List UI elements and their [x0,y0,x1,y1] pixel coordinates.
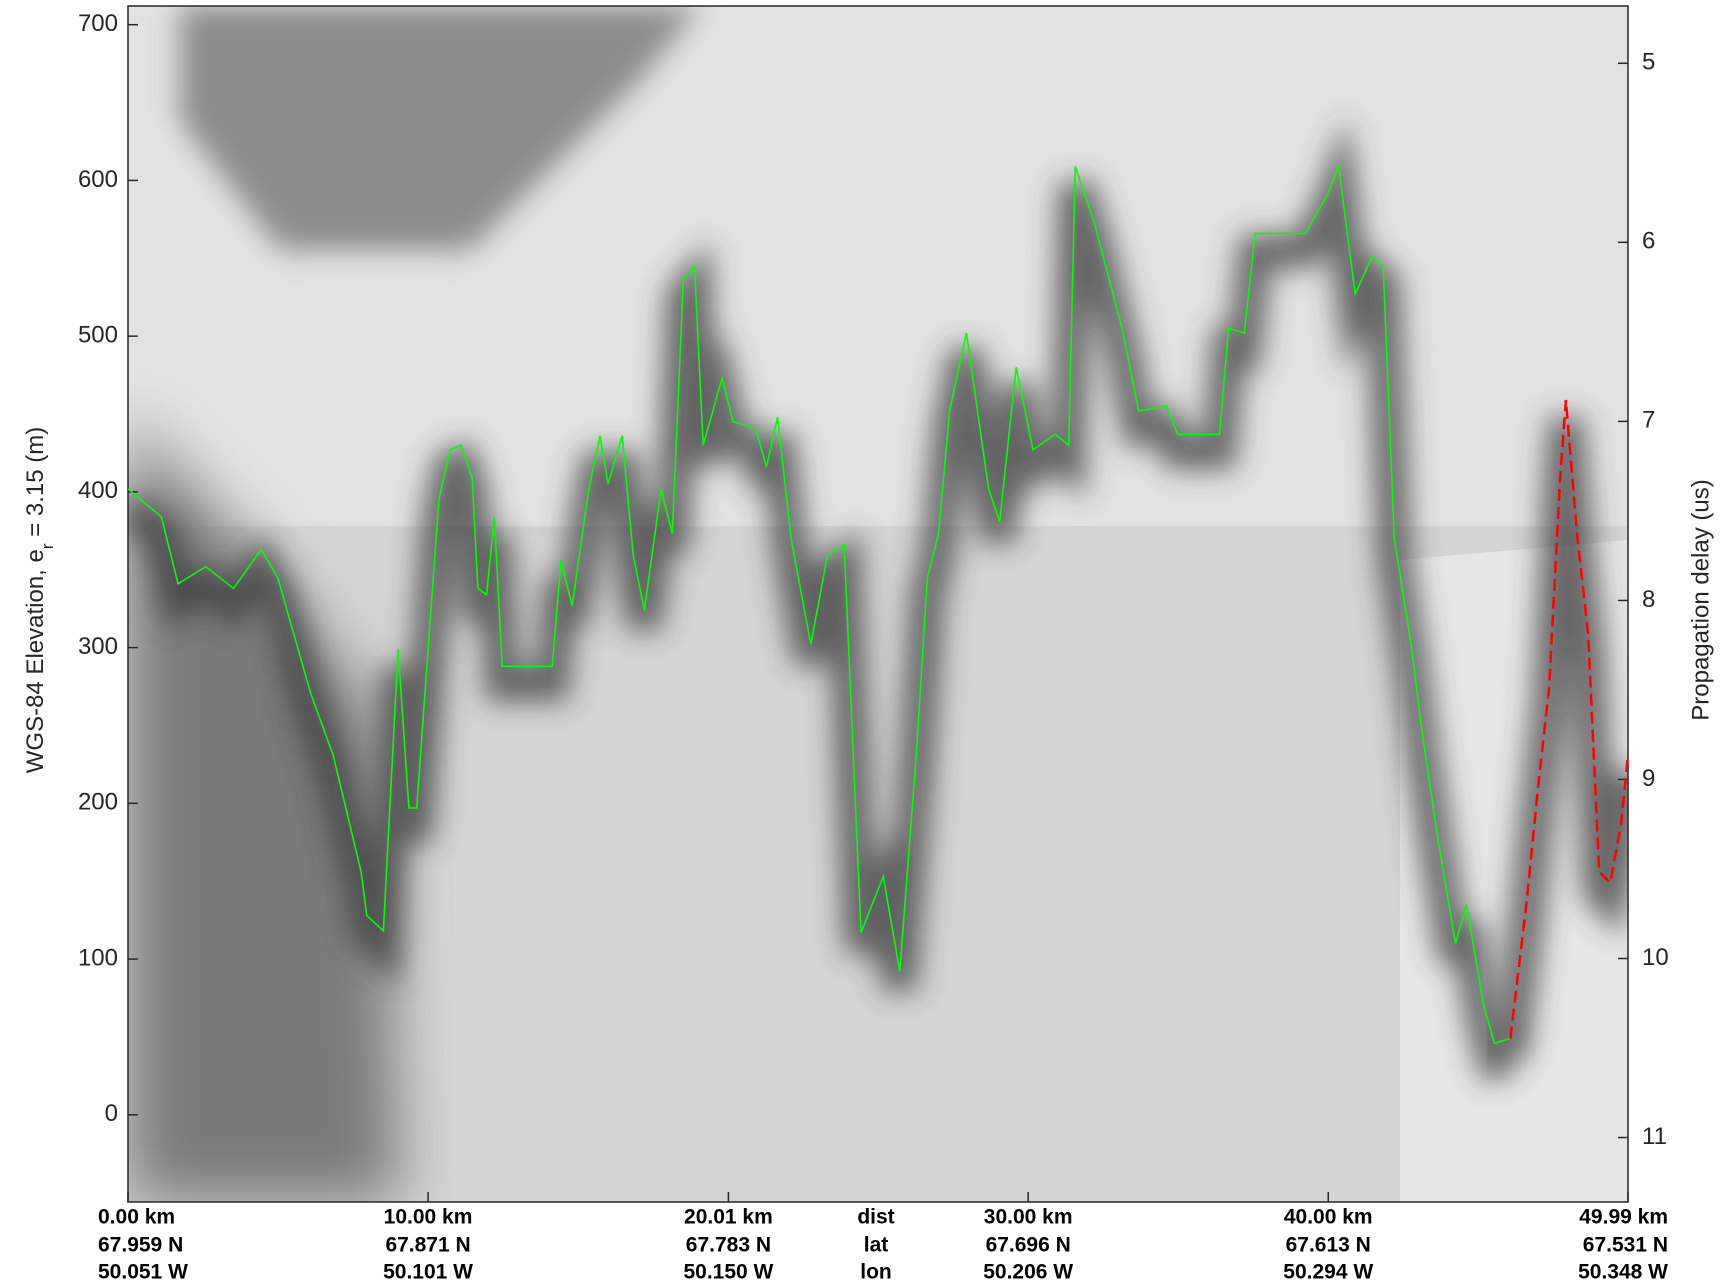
pick-line [1509,399,1630,1039]
row-label: lat [864,1234,889,1257]
y2-tick-label: 9 [1642,765,1655,792]
y-axis-label: WGS-84 Elevation, er = 3.15 (m) [22,427,57,774]
y2-axis-label: Propagation delay (us) [1687,479,1714,720]
y-tick-label: 0 [105,1100,118,1127]
plot-frame [127,5,1629,1203]
lon-label: 50.150 W [683,1261,773,1279]
lat-label: 67.531 N [1583,1234,1668,1257]
x-tick-label: 49.99 km [1579,1206,1668,1229]
y-tick-label: 100 [78,944,118,971]
y-tick-label: 700 [78,10,118,37]
pick-line [127,163,1511,1045]
x-tick-label: 10.00 km [384,1206,473,1229]
lon-label: 50.348 W [1578,1261,1668,1279]
lat-label: 67.959 N [98,1234,183,1257]
lat-label: 67.871 N [385,1234,470,1257]
y2-tick-label: 5 [1642,49,1655,76]
lon-label: 50.294 W [1283,1261,1373,1279]
lat-label: 67.613 N [1286,1234,1371,1257]
y-tick-label: 200 [78,789,118,816]
y-tick-label: 600 [78,166,118,193]
x-tick-label: 30.00 km [984,1206,1073,1229]
y-tick-label: 300 [78,633,118,660]
lat-label: 67.696 N [986,1234,1071,1257]
lon-label: 50.206 W [983,1261,1073,1279]
x-tick-label: 0.00 km [98,1206,175,1229]
y2-tick-label: 6 [1642,228,1655,255]
y2-tick-label: 11 [1642,1123,1667,1150]
y2-tick-label: 10 [1642,944,1669,971]
y2-tick-label: 7 [1642,407,1655,434]
y-tick-label: 400 [78,477,118,504]
x-tick-label: 40.00 km [1284,1206,1373,1229]
lon-label: 50.101 W [383,1261,473,1279]
row-label: dist [857,1206,894,1229]
lat-label: 67.783 N [686,1234,771,1257]
y2-tick-label: 8 [1642,586,1655,613]
row-label: lon [860,1261,892,1279]
echo-band [1493,416,1628,1059]
echo-band [128,116,1516,1083]
lon-label: 50.051 W [98,1261,188,1279]
x-tick-label: 20.01 km [684,1206,773,1229]
echogram [128,6,1628,1202]
y-tick-label: 500 [78,321,118,348]
